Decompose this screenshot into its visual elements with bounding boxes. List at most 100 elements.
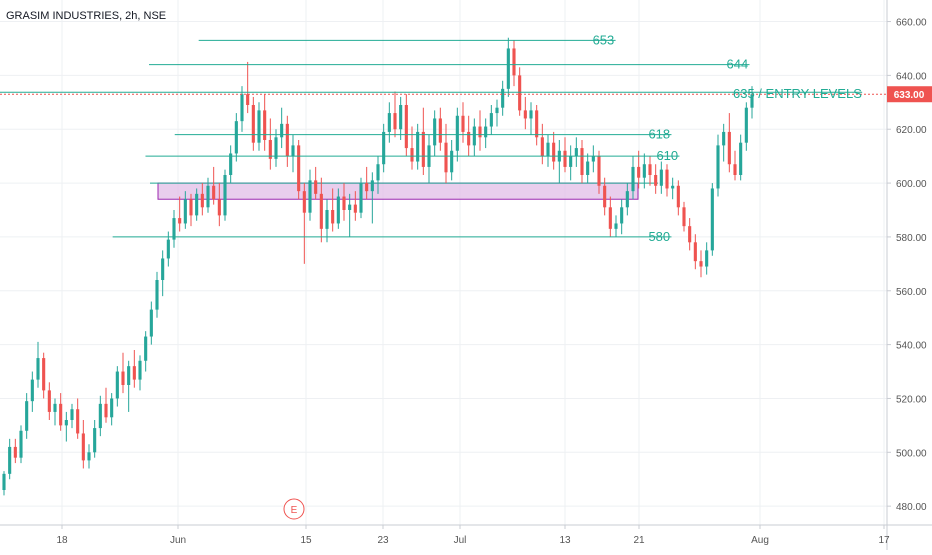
- candle-body: [59, 403, 63, 426]
- candle: [25, 393, 29, 439]
- price-tag-background: [887, 86, 932, 103]
- candle-body: [42, 358, 46, 391]
- candle-body: [637, 166, 641, 178]
- candle: [297, 140, 301, 200]
- candle-body: [421, 131, 425, 167]
- candle-body: [331, 210, 335, 224]
- candle: [172, 210, 176, 248]
- candle: [319, 177, 323, 243]
- level-layer: 653 644 635 / ENTRY LEVELS 618 610 580: [0, 32, 887, 244]
- candle-body: [195, 193, 199, 216]
- candle: [688, 218, 692, 251]
- candle-body: [744, 107, 748, 143]
- candle: [563, 137, 567, 173]
- candle-body: [410, 148, 414, 162]
- candle: [591, 145, 595, 173]
- candle: [506, 37, 510, 97]
- candle: [631, 156, 635, 200]
- candle-body: [444, 142, 448, 173]
- candle-body: [166, 239, 170, 259]
- candle-body: [161, 258, 165, 280]
- candle: [597, 150, 601, 194]
- candle: [76, 398, 80, 439]
- level-label: 610: [656, 148, 678, 163]
- candle-body: [563, 150, 567, 167]
- candle: [144, 331, 148, 372]
- candle-body: [25, 401, 29, 431]
- earnings-marker-circle[interactable]: [283, 498, 305, 520]
- candle: [648, 156, 652, 186]
- candle: [229, 145, 233, 184]
- candle: [552, 131, 556, 170]
- candle-body: [710, 188, 714, 251]
- candle-body: [404, 105, 408, 149]
- candle: [274, 129, 278, 167]
- level-label: 653: [593, 32, 615, 47]
- candle-body: [189, 199, 193, 216]
- candle-body: [302, 191, 306, 213]
- candle-body: [87, 452, 91, 461]
- candle: [132, 350, 136, 388]
- x-tick-label: 18: [56, 535, 68, 546]
- candle: [716, 134, 720, 197]
- candle: [484, 118, 488, 149]
- candle-body: [359, 183, 363, 213]
- candle: [603, 177, 607, 216]
- y-axis[interactable]: 480.00 500.00 520.00 540.00 560.00 580.00 600.…: [887, 18, 927, 514]
- candle: [121, 352, 125, 394]
- candle: [200, 183, 204, 216]
- candle-body: [149, 309, 153, 337]
- candle-body: [257, 110, 261, 143]
- candle: [251, 96, 255, 151]
- candle-body: [297, 145, 301, 192]
- candle-body: [2, 473, 6, 490]
- candle-body: [642, 164, 646, 178]
- candle: [370, 172, 374, 224]
- earnings-marker[interactable]: E: [283, 498, 305, 520]
- candle: [98, 395, 102, 437]
- candle: [47, 382, 51, 420]
- candle-body: [342, 196, 346, 210]
- candle-body: [387, 113, 391, 132]
- candle-body: [365, 183, 369, 192]
- candle-body: [274, 137, 278, 159]
- candle: [699, 250, 703, 278]
- level-label: 635 / ENTRY LEVELS: [733, 86, 862, 101]
- candle-body: [30, 379, 34, 402]
- candle-body: [535, 110, 539, 138]
- candle: [302, 183, 306, 264]
- candle: [382, 123, 386, 173]
- candle-body: [614, 223, 618, 229]
- candle: [710, 183, 714, 256]
- candle-body: [552, 142, 556, 162]
- candle-body: [127, 366, 131, 385]
- support-zone[interactable]: [157, 182, 639, 200]
- candle: [359, 177, 363, 219]
- candle: [495, 99, 499, 127]
- earnings-marker-label[interactable]: E: [291, 505, 298, 516]
- candle: [608, 196, 612, 237]
- candle: [625, 183, 629, 216]
- candle-body: [608, 207, 612, 229]
- candle-body: [631, 166, 635, 192]
- x-axis[interactable]: 18 Jun 15 23 Jul 13 21 Aug 17: [56, 525, 890, 546]
- candle: [64, 411, 68, 442]
- candle-body: [382, 131, 386, 165]
- candle-body: [319, 193, 323, 229]
- candle: [722, 123, 726, 162]
- candle-body: [376, 164, 380, 181]
- candle: [87, 444, 91, 469]
- candle: [421, 107, 425, 175]
- candle: [433, 110, 437, 157]
- candle: [70, 403, 74, 429]
- candle-body: [53, 403, 57, 412]
- y-tick-label: 580.00: [896, 233, 927, 244]
- level-label: 644: [727, 57, 749, 72]
- candle: [314, 166, 318, 200]
- candle-body: [291, 145, 295, 157]
- candle-body: [693, 242, 697, 262]
- candle: [620, 199, 624, 235]
- candle: [291, 134, 295, 173]
- x-tick-label: Jun: [170, 535, 186, 546]
